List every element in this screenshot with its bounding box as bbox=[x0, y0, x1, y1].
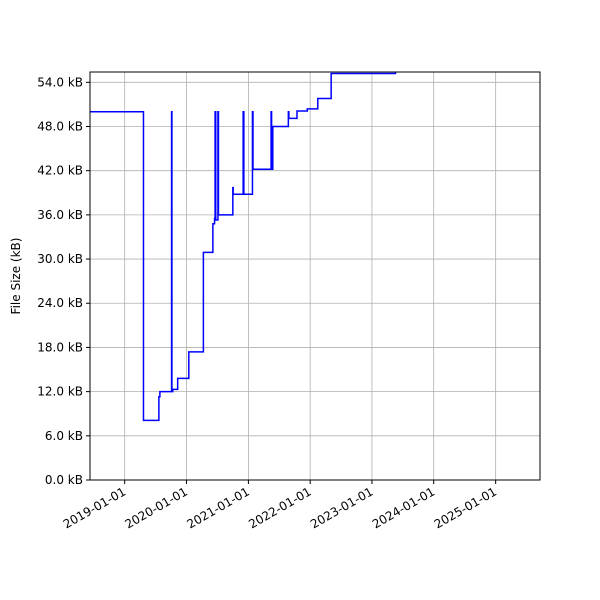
grid-lines bbox=[90, 72, 540, 481]
y-tick-label: 42.0 kB bbox=[37, 164, 83, 178]
y-tick-label: 0.0 kB bbox=[45, 473, 83, 487]
y-tick-label: 36.0 kB bbox=[37, 208, 83, 222]
y-tick-label: 12.0 kB bbox=[37, 385, 83, 399]
x-tick-label: 2020-01-01 bbox=[123, 484, 190, 531]
file-size-series-line bbox=[90, 72, 397, 422]
y-tick-label: 48.0 kB bbox=[37, 119, 83, 133]
y-axis-label: File Size (kB) bbox=[9, 238, 23, 315]
x-tick-label: 2019-01-01 bbox=[61, 484, 128, 531]
x-tick-label: 2024-01-01 bbox=[370, 484, 437, 531]
y-tick-label: 18.0 kB bbox=[37, 340, 83, 354]
y-axis: 0.0 kB 6.0 kB 12.0 kB 18.0 kB 24.0 kB 30.0 kB… bbox=[37, 75, 90, 487]
x-tick-label: 2021-01-01 bbox=[185, 484, 252, 531]
x-tick-label: 2023-01-01 bbox=[308, 484, 375, 531]
y-tick-label: 54.0 kB bbox=[37, 75, 83, 89]
x-tick-label: 2022-01-01 bbox=[246, 484, 313, 531]
y-tick-label: 6.0 kB bbox=[45, 429, 83, 443]
x-tick-label: 2025-01-01 bbox=[432, 484, 499, 531]
x-axis: 2019-01-012020-01-012021-01-012022-01-01… bbox=[61, 480, 499, 531]
y-tick-label: 24.0 kB bbox=[37, 296, 83, 310]
plot-frame bbox=[89, 71, 541, 481]
series-layer bbox=[90, 72, 397, 422]
y-tick-label: 30.0 kB bbox=[37, 252, 83, 266]
